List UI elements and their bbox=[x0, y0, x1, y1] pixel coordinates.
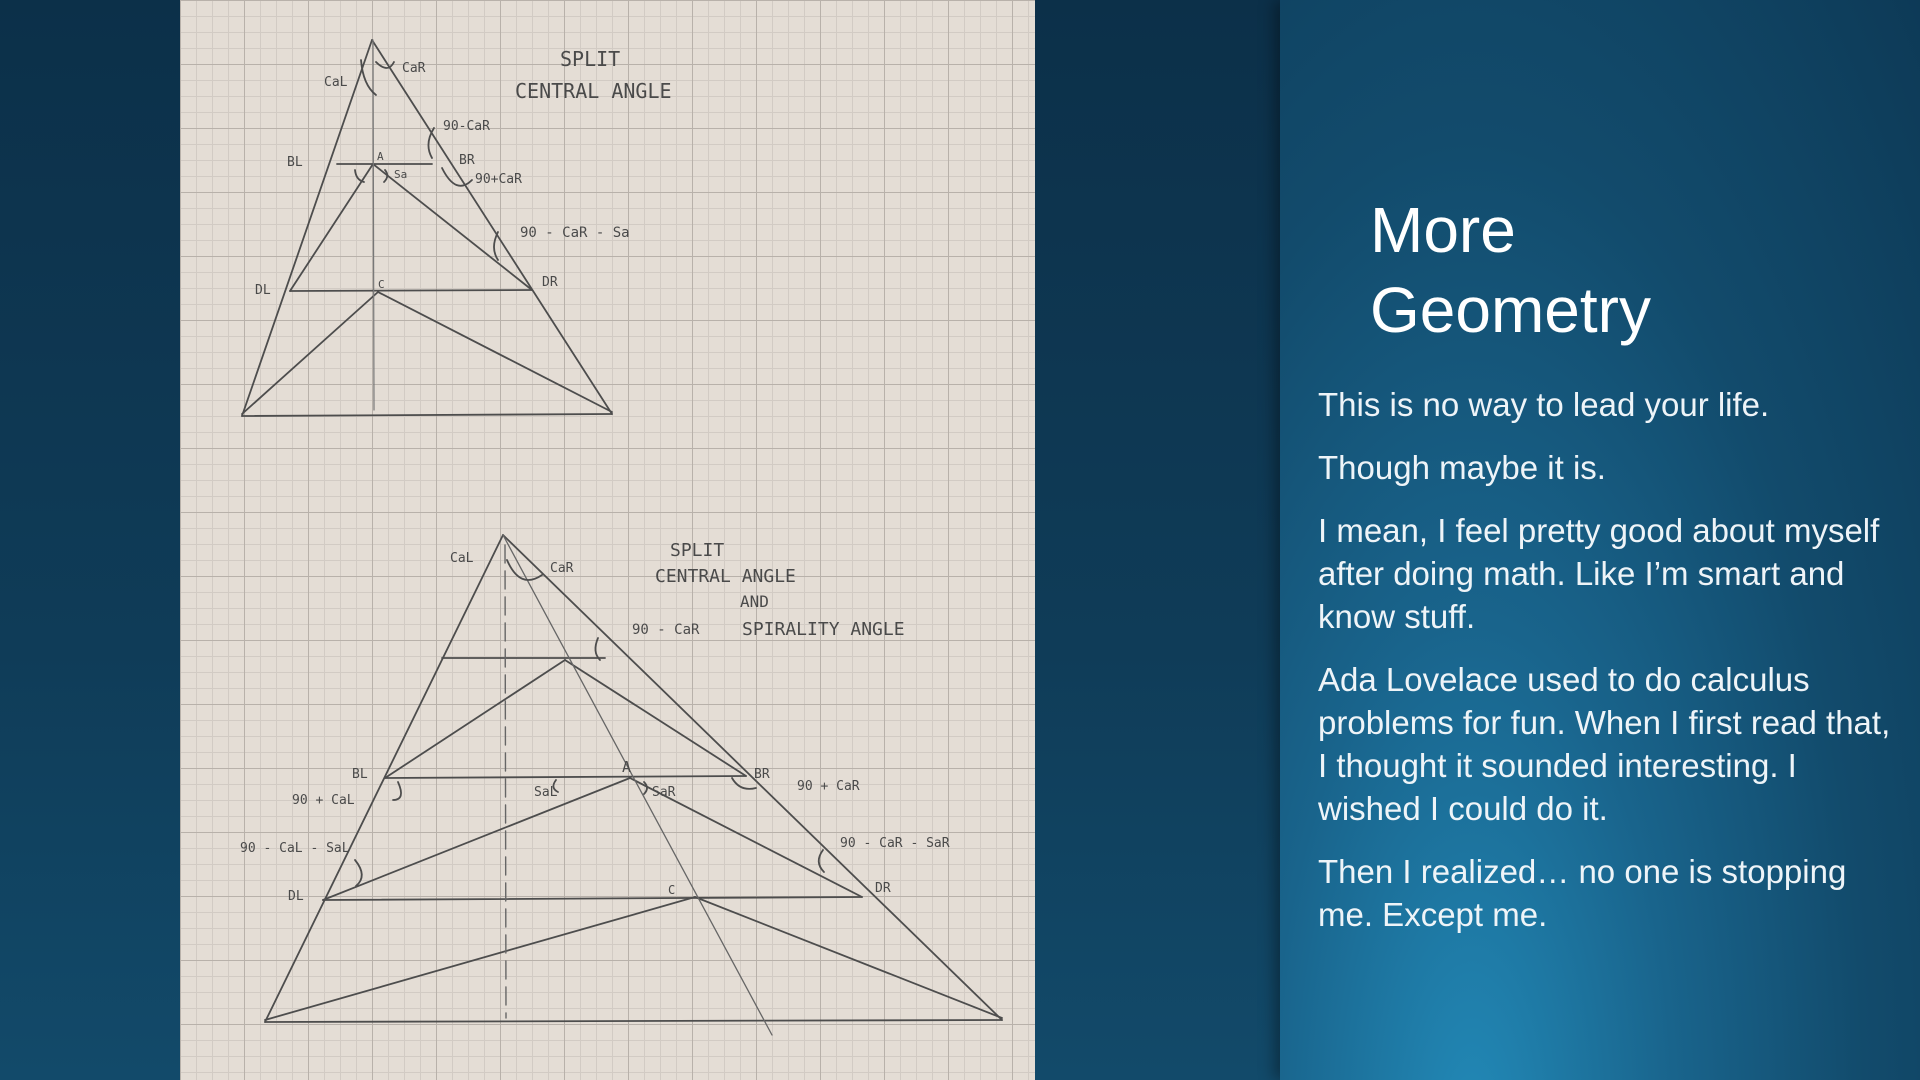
top-label-br: BR bbox=[459, 153, 475, 168]
slide-title-line2: Geometry bbox=[1370, 274, 1651, 346]
bottom-label-c: C bbox=[668, 883, 675, 897]
top-triangle-figure bbox=[241, 39, 613, 417]
bottom-label-cal: CaL bbox=[450, 551, 474, 566]
graph-paper-photo: SPLIT CENTRAL ANGLE CaL CaR BL A BR Sa 9… bbox=[180, 0, 1035, 1080]
bottom-heading-line4: SPIRALITY ANGLE bbox=[742, 619, 905, 640]
bottom-label-ang3: 90 + CaR bbox=[797, 779, 860, 794]
top-label-dr: DR bbox=[542, 275, 558, 290]
bottom-heading-line1: SPLIT bbox=[670, 540, 724, 561]
bottom-heading-line3: AND bbox=[740, 592, 769, 611]
slide-title-line1: More bbox=[1370, 194, 1516, 266]
bottom-figure-labels: SPLIT CENTRAL ANGLE AND SPIRALITY ANGLE … bbox=[240, 540, 950, 904]
bottom-label-sal: SaL bbox=[534, 785, 558, 800]
bottom-triangle-figure bbox=[264, 534, 1003, 1036]
top-heading-line2: CENTRAL ANGLE bbox=[515, 79, 672, 103]
top-label-ang2: 90+CaR bbox=[475, 172, 522, 187]
bottom-label-sar: SaR bbox=[652, 785, 676, 800]
slide-title: More Geometry bbox=[1370, 190, 1890, 350]
bottom-label-a: A bbox=[622, 758, 631, 776]
paragraph-3: I mean, I feel pretty good about myself … bbox=[1318, 512, 1880, 635]
top-label-sa: Sa bbox=[394, 168, 407, 181]
bottom-label-dr: DR bbox=[875, 881, 891, 896]
top-label-bl: BL bbox=[287, 155, 303, 170]
paragraph-2: Though maybe it is. bbox=[1318, 449, 1606, 486]
paragraph-4: Ada Lovelace used to do calculus problem… bbox=[1318, 661, 1891, 827]
top-figure-labels: SPLIT CENTRAL ANGLE CaL CaR BL A BR Sa 9… bbox=[255, 47, 672, 298]
bottom-label-ang4: 90 - CaL - SaL bbox=[240, 841, 350, 856]
bottom-label-ang2: 90 + CaL bbox=[292, 793, 355, 808]
bottom-label-br: BR bbox=[754, 767, 770, 782]
top-label-a: A bbox=[377, 150, 384, 163]
top-label-car: CaR bbox=[402, 61, 426, 76]
paragraph-5: Then I realized… no one is stopping me. … bbox=[1318, 853, 1847, 933]
bottom-label-car: CaR bbox=[550, 561, 574, 576]
bottom-heading-line2: CENTRAL ANGLE bbox=[655, 566, 796, 587]
top-heading-line1: SPLIT bbox=[560, 47, 620, 71]
top-label-dl: DL bbox=[255, 283, 271, 298]
paragraph-1: This is no way to lead your life. bbox=[1318, 386, 1770, 423]
bottom-label-ang1: 90 - CaR bbox=[632, 622, 700, 638]
text-panel bbox=[1280, 0, 1920, 1080]
bottom-label-ang5: 90 - CaR - SaR bbox=[840, 836, 950, 851]
geometry-drawing: SPLIT CENTRAL ANGLE CaL CaR BL A BR Sa 9… bbox=[240, 39, 1003, 1036]
slide-body: This is no way to lead your life. Though… bbox=[1318, 383, 1898, 956]
bottom-label-bl: BL bbox=[352, 767, 368, 782]
top-label-ang1: 90-CaR bbox=[443, 119, 490, 134]
top-label-c: C bbox=[378, 278, 385, 291]
top-label-ang3: 90 - CaR - Sa bbox=[520, 225, 630, 241]
top-label-cal: CaL bbox=[324, 75, 348, 90]
bottom-label-dl: DL bbox=[288, 889, 304, 904]
